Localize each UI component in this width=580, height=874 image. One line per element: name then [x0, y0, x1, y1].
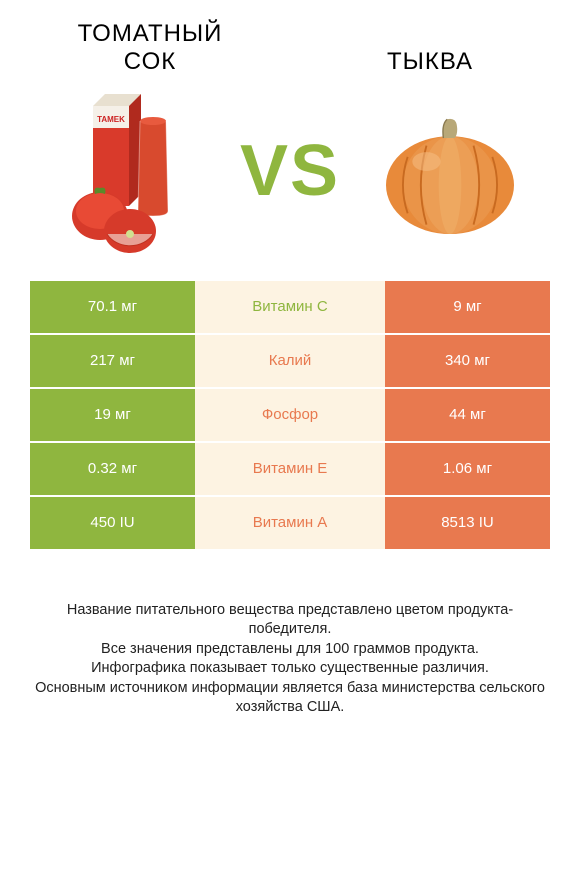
- table-row: 0.32 мгВитамин E1.06 мг: [30, 443, 550, 495]
- value-right: 44 мг: [385, 389, 550, 441]
- pumpkin-image: [365, 86, 535, 256]
- value-right: 9 мг: [385, 281, 550, 333]
- nutrient-label: Калий: [195, 335, 385, 387]
- title-right: ТЫКВА: [330, 48, 530, 76]
- table-row: 217 мгКалий340 мг: [30, 335, 550, 387]
- images-row: TAMEK VS: [0, 76, 580, 281]
- table-row: 450 IUВитамин A8513 IU: [30, 497, 550, 549]
- comparison-table: 70.1 мгВитамин C9 мг217 мгКалий340 мг19 …: [0, 281, 580, 549]
- value-right: 8513 IU: [385, 497, 550, 549]
- value-left: 70.1 мг: [30, 281, 195, 333]
- vs-label: VS: [240, 130, 340, 212]
- nutrient-label: Фосфор: [195, 389, 385, 441]
- value-left: 0.32 мг: [30, 443, 195, 495]
- footnote: Название питательного вещества представл…: [0, 551, 580, 718]
- value-left: 217 мг: [30, 335, 195, 387]
- svg-text:TAMEK: TAMEK: [97, 115, 125, 124]
- nutrient-label: Витамин C: [195, 281, 385, 333]
- header: ТОМАТНЫЙСОК ТЫКВА: [0, 0, 580, 76]
- value-right: 1.06 мг: [385, 443, 550, 495]
- value-right: 340 мг: [385, 335, 550, 387]
- value-left: 19 мг: [30, 389, 195, 441]
- table-row: 70.1 мгВитамин C9 мг: [30, 281, 550, 333]
- nutrient-label: Витамин A: [195, 497, 385, 549]
- title-left: ТОМАТНЫЙСОК: [50, 20, 250, 75]
- table-row: 19 мгФосфор44 мг: [30, 389, 550, 441]
- value-left: 450 IU: [30, 497, 195, 549]
- nutrient-label: Витамин E: [195, 443, 385, 495]
- tomato-juice-image: TAMEK: [45, 86, 215, 256]
